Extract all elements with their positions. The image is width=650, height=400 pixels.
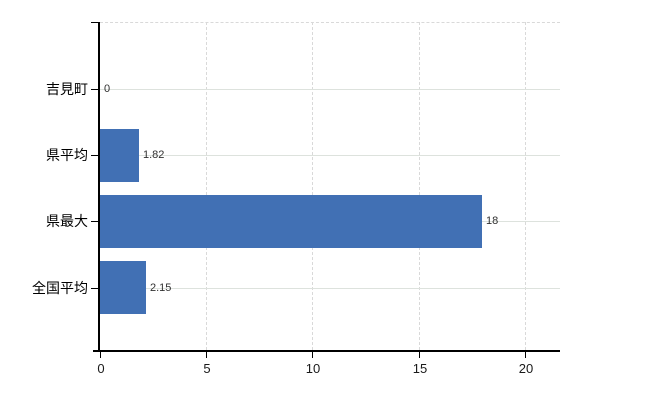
value-label-2: 18 — [486, 215, 499, 227]
category-label-2: 県最大 — [46, 213, 88, 229]
x-axis-tick — [100, 352, 101, 358]
y-axis-line — [98, 22, 100, 352]
value-label-1: 1.82 — [143, 149, 165, 161]
x-gridline — [206, 22, 207, 350]
x-axis-tick — [525, 352, 526, 358]
y-axis-tick — [91, 155, 98, 156]
x-tick-label-1: 5 — [203, 361, 211, 376]
y-axis-tick — [91, 288, 98, 289]
x-axis-line — [93, 350, 560, 352]
category-label-1: 県平均 — [46, 147, 88, 163]
x-tick-label-0: 0 — [97, 361, 105, 376]
x-gridline — [312, 22, 313, 350]
x-gridline — [419, 22, 420, 350]
y-axis-top-tick — [91, 22, 98, 23]
x-axis-tick — [206, 352, 207, 358]
category-label-3: 全国平均 — [32, 280, 88, 296]
x-tick-label-2: 10 — [305, 361, 321, 376]
value-label-0: 0 — [104, 83, 111, 95]
category-gridline — [100, 288, 560, 289]
x-axis-tick — [419, 352, 420, 358]
x-axis-tick — [312, 352, 313, 358]
category-gridline — [100, 89, 560, 90]
category-label-0: 吉見町 — [46, 81, 88, 97]
x-tick-label-4: 20 — [518, 361, 534, 376]
x-tick-label-3: 15 — [412, 361, 428, 376]
bar-1 — [100, 129, 139, 182]
y-axis-tick — [91, 89, 98, 90]
category-gridline — [100, 155, 560, 156]
value-label-3: 2.15 — [150, 282, 172, 294]
x-gridline — [525, 22, 526, 350]
plot-top-border — [100, 22, 560, 23]
y-axis-tick — [91, 221, 98, 222]
bar-3 — [100, 261, 146, 314]
bar-2 — [100, 195, 482, 248]
